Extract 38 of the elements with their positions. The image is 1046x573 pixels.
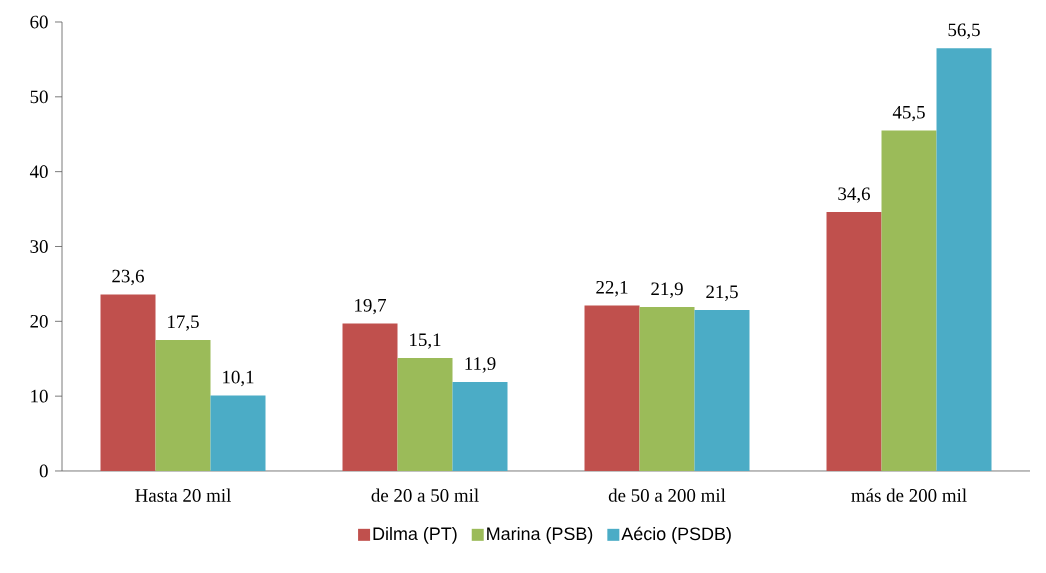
bar — [584, 305, 640, 471]
x-tick-label: de 50 a 200 mil — [608, 488, 726, 502]
x-tick-label: de 20 a 50 mil — [371, 488, 479, 502]
bar — [100, 294, 156, 471]
data-label: 10,1 — [223, 370, 254, 387]
data-label: 22,1 — [596, 280, 628, 297]
data-label: 19,7 — [355, 298, 387, 315]
bar — [639, 307, 695, 471]
bar — [155, 340, 211, 471]
y-tick-label: 30 — [30, 240, 48, 253]
y-tick-label: 10 — [31, 389, 48, 403]
bar — [936, 48, 992, 471]
y-tick-label: 0 — [39, 464, 48, 478]
y-tick-label: 60 — [30, 15, 48, 29]
x-tick-label: más de 200 mil — [851, 488, 967, 502]
legend-label: Marina (PSB) — [487, 526, 593, 544]
data-label: 23,6 — [112, 269, 144, 286]
x-tick-label: Hasta 20 mil — [135, 488, 231, 502]
data-label: 15,1 — [410, 333, 441, 349]
bar — [342, 323, 398, 471]
bar — [881, 130, 937, 471]
data-label: 21,9 — [651, 282, 683, 298]
bar — [826, 212, 882, 471]
data-label: 34,6 — [838, 187, 870, 203]
bar — [452, 381, 508, 471]
data-label: 21,5 — [706, 285, 738, 301]
y-tick-label: 20 — [30, 314, 48, 328]
data-label: 17,5 — [168, 315, 199, 331]
legend-label: Dilma (PT) — [373, 526, 457, 544]
data-label: 56,5 — [948, 23, 980, 39]
bar — [397, 357, 453, 471]
legend-label: Aécio (PSDB) — [621, 526, 731, 544]
bar — [694, 310, 750, 471]
bar — [210, 395, 266, 471]
data-label: 11,9 — [465, 357, 496, 373]
data-label: 45,5 — [892, 105, 925, 122]
y-tick-label: 50 — [30, 90, 48, 104]
y-tick-label: 40 — [29, 165, 48, 179]
